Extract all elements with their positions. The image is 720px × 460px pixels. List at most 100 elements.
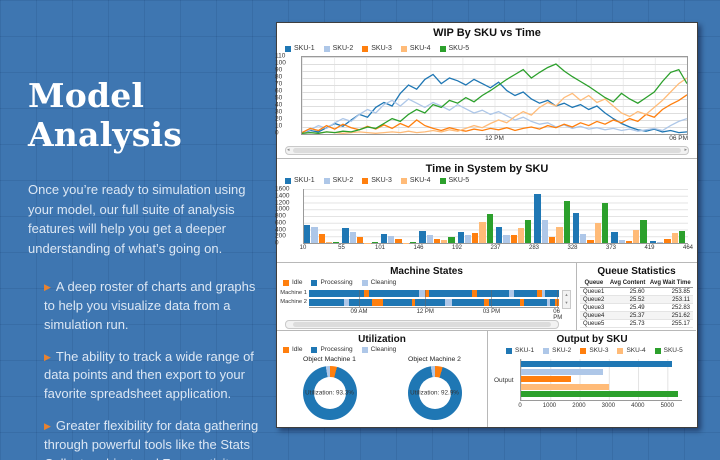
donut-center-text: Utilization: 92.9%	[410, 389, 459, 397]
legend-item: SKU-5	[654, 347, 683, 354]
x-tick: 328	[567, 245, 578, 251]
chart-title: Machine States	[390, 266, 463, 277]
legend-label: SKU-5	[448, 177, 470, 184]
bar	[594, 223, 601, 243]
legend-label: Cleaning	[370, 346, 397, 353]
gantt-segment-processing	[309, 299, 344, 306]
legend-label: SKU-5	[663, 347, 683, 354]
gantt-segment-cleaning	[419, 290, 426, 297]
table-column-header: Avg Content	[607, 280, 648, 288]
y-tick: 50	[275, 94, 283, 102]
bullet-text: A deep roster of charts and graphs to he…	[44, 279, 256, 332]
table-column-header: Avg Wait Time	[647, 280, 693, 288]
y-tick: 90	[275, 66, 283, 74]
bar	[356, 237, 364, 243]
table-cell: 25.52	[607, 295, 648, 304]
donut-machine-1: Object Machine 1 Utilization: 93.3%	[277, 356, 382, 420]
legend-item: Cleaning	[361, 346, 397, 353]
plot-area	[303, 189, 688, 244]
legend-label: SKU-2	[332, 177, 354, 184]
legend-swatch-icon	[285, 45, 291, 52]
scrollbar-thumb[interactable]	[293, 322, 551, 327]
legend-item: SKU-2	[323, 45, 353, 52]
bullet-arrow-icon: ▶	[44, 282, 51, 292]
table-row: Queue1 25.60 253.85	[580, 287, 693, 296]
h-scrollbar[interactable]	[285, 320, 559, 329]
y-tick: 60	[275, 87, 283, 95]
gantt-row-label: Machine 1	[280, 290, 307, 296]
bar	[325, 241, 333, 243]
bar	[633, 230, 640, 243]
left-panel: Model Analysis Once you’re ready to simu…	[28, 76, 264, 460]
gantt-segment-processing	[489, 299, 521, 306]
scroll-left-arrow-icon[interactable]: ◂	[287, 147, 290, 153]
legend-item: SKU-4	[400, 45, 431, 52]
gantt-rows	[309, 290, 559, 308]
table-row: Queue2 25.52 253.11	[580, 295, 693, 304]
x-tick: 283	[528, 245, 540, 251]
legend-label: SKU-2	[552, 347, 572, 354]
line-series-canvas	[302, 57, 687, 134]
bar	[618, 240, 625, 243]
chart-output-by-sku: Output by SKU SKU-1 SKU-2 SKU-3 SKU-4 SKU-5 …	[488, 331, 696, 427]
bar	[525, 220, 532, 243]
x-tick: 06 PM	[553, 309, 563, 321]
queue-statistics-panel: Queue Statistics Queue Avg Content Avg Wai…	[577, 263, 696, 331]
legend-item: Idle	[283, 346, 302, 353]
y-tick: 100	[275, 59, 286, 67]
bar	[572, 213, 580, 243]
x-tick: 3000	[601, 403, 616, 409]
legend-label: SKU-1	[294, 177, 315, 184]
series-line-SKU-2	[302, 99, 687, 133]
legend-label: SKU-4	[409, 45, 431, 52]
y-tick: 20	[275, 115, 283, 123]
legend-item: SKU-3	[362, 45, 392, 52]
scrollbar-thumb[interactable]	[293, 148, 681, 153]
h-scrollbar[interactable]: ◂ ▸	[285, 146, 689, 155]
legend-swatch-icon	[283, 346, 289, 353]
series-line-SKU-4	[302, 78, 687, 133]
gantt-segment-idle	[520, 299, 524, 306]
legend-item: SKU-3	[362, 177, 392, 184]
plot-area	[520, 359, 682, 401]
gantt-segment-idle	[471, 290, 477, 297]
bar-group	[342, 189, 380, 243]
queue-statistics-table: Queue Avg Content Avg Wait Time Queue1 25.6…	[580, 280, 693, 328]
legend-utilization: Idle Processing Cleaning	[283, 346, 396, 353]
legend-swatch-icon	[654, 347, 661, 354]
chart-machine-states: Machine States Idle Processing Cleaning Ma…	[277, 263, 577, 331]
gantt-segment-cleaning	[546, 299, 551, 306]
donut-hole	[418, 377, 451, 409]
x-tick: 464	[682, 245, 694, 251]
scroll-right-arrow-icon[interactable]: ▸	[684, 147, 687, 153]
x-axis-labels: 09 AM 12 PM 03 PM 06 PM	[309, 307, 562, 321]
bar	[380, 234, 388, 243]
bar	[541, 220, 548, 243]
chart-title: Queue Statistics	[597, 266, 676, 277]
gantt-segment-cleaning	[541, 290, 546, 297]
legend-swatch-icon	[362, 177, 369, 184]
gantt-segment-cleaning	[344, 299, 349, 306]
legend-swatch-icon	[361, 279, 368, 286]
bar	[678, 230, 686, 243]
donut-charts: Object Machine 1 Utilization: 93.3% Obje…	[277, 356, 487, 420]
table-cell: 253.11	[647, 295, 693, 304]
legend-label: SKU-4	[409, 177, 431, 184]
donut-ring: Utilization: 93.3%	[302, 366, 357, 420]
legend-item: SKU-1	[285, 177, 315, 184]
gantt-segment-processing	[415, 299, 446, 306]
gantt-row	[309, 290, 559, 297]
x-tick: 192	[451, 245, 463, 251]
chart-utilization: Utilization Idle Processing Cleaning Objec…	[277, 331, 488, 427]
v-scrollbar[interactable]: ▲ ▼	[562, 290, 571, 309]
bullet-item: ▶ The ability to track a wide range of da…	[44, 348, 264, 405]
table-header-row: Queue Avg Content Avg Wait Time	[580, 280, 693, 288]
legend-label: SKU-3	[589, 347, 609, 354]
gantt-segment-processing	[550, 299, 556, 306]
x-tick: 12 PM	[485, 135, 504, 142]
bar-group	[572, 189, 611, 243]
bar	[587, 239, 594, 243]
gantt-segment-idle	[484, 299, 489, 306]
y-tick: 40	[275, 101, 283, 109]
legend-machine-states: Idle Processing Cleaning	[283, 279, 396, 286]
